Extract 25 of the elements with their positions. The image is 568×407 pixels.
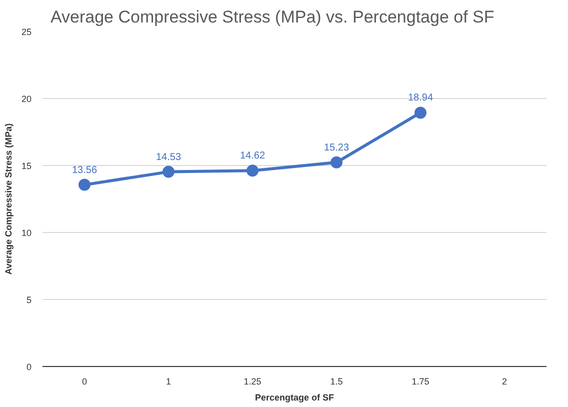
point [414, 106, 426, 119]
point [246, 164, 258, 177]
point [162, 166, 174, 178]
y-tick-label: 20 [21, 94, 32, 104]
x-tick-label: 1.25 [244, 376, 262, 386]
y-axis-title: Average Compressive Stress (MPa) [3, 123, 14, 275]
point [78, 178, 90, 191]
y-tick-label: 15 [21, 161, 32, 171]
data-label: 14.53 [156, 152, 182, 163]
x-tick-label: 1.5 [330, 376, 343, 386]
x-tick-label: 0 [82, 376, 88, 386]
y-tick-label: 5 [26, 295, 32, 305]
chart-title: Average Compressive Stress (MPa) vs. Percengtage of SF [50, 8, 494, 26]
data-label: 13.56 [72, 164, 98, 176]
point [330, 156, 342, 168]
data-label: 18.94 [408, 92, 434, 104]
x-axis-title: Percengtage of SF [254, 392, 335, 402]
data-label: 14.62 [240, 150, 266, 162]
y-tick-label: 10 [21, 228, 32, 238]
data-label: 15.23 [324, 142, 350, 154]
x-tick-label: 1 [166, 376, 172, 386]
y-tick-label: 0 [26, 362, 32, 372]
x-tick-label: 2 [502, 376, 508, 386]
y-tick-label: 25 [21, 27, 32, 37]
x-tick-label: 1.75 [412, 376, 430, 386]
